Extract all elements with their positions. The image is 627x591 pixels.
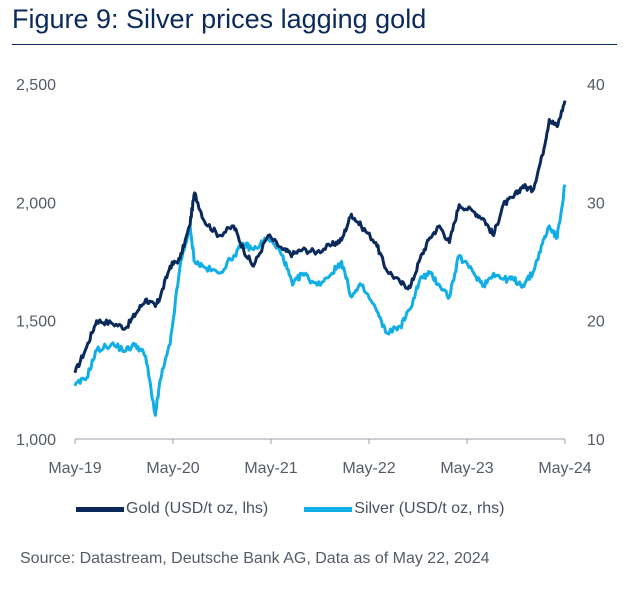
y-right-tick-label: 10: [587, 432, 605, 449]
y-left-tick-label: 2,000: [16, 195, 56, 212]
x-tick-label: May-19: [48, 460, 101, 477]
legend-swatch-gold: [76, 506, 124, 512]
x-tick-label: May-21: [244, 460, 297, 477]
chart-title: Figure 9: Silver prices lagging gold: [12, 4, 427, 34]
legend-swatch-silver: [304, 506, 353, 512]
x-tick-label: May-20: [146, 460, 199, 477]
series-line-gold: [73, 100, 567, 374]
y-left-tick-label: 1,500: [16, 314, 56, 331]
legend-item-gold: Gold (USD/t oz, lhs): [76, 500, 268, 518]
y-right-tick-label: 20: [587, 314, 605, 331]
series-line-silver: [73, 184, 567, 417]
line-chart: 1,000 1,500 2,000 2,500 10 20 30 40 May-19 May-…: [16, 77, 605, 477]
y-left-tick-label: 2,500: [16, 77, 56, 94]
legend-label-gold: Gold (USD/t oz, lhs): [126, 500, 269, 517]
y-right-tick-label: 30: [587, 195, 605, 212]
title-rule: [12, 44, 617, 45]
y-right-tick-label: 40: [587, 77, 605, 94]
y-left-tick-label: 1,000: [16, 432, 56, 449]
x-tick-label: May-22: [342, 460, 395, 477]
source-note: Source: Datastream, Deutsche Bank AG, Da…: [20, 550, 490, 567]
legend-label-silver: Silver (USD/t oz, rhs): [354, 500, 505, 517]
legend: Gold (USD/t oz, lhs) Silver (USD/t oz, r…: [76, 500, 541, 518]
legend-item-silver: Silver (USD/t oz, rhs): [304, 500, 505, 518]
x-tick-label: May-23: [440, 460, 493, 477]
x-tick-label: May-24: [538, 460, 591, 477]
